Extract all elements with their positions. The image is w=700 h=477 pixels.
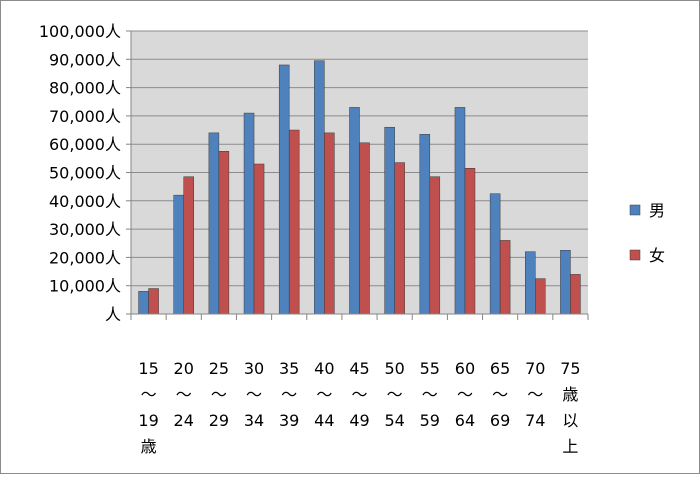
x-tick-label: 39 <box>279 411 299 430</box>
x-tick-label: 49 <box>349 411 369 430</box>
bar-female-1 <box>183 176 194 315</box>
x-tick-label: 25 <box>209 359 229 378</box>
x-tick-label: 〜 <box>422 385 438 404</box>
y-tick-label: 50,000人 <box>49 164 121 183</box>
x-tick-label: 〜 <box>527 385 543 404</box>
x-tick-label: 54 <box>384 411 404 430</box>
legend-swatch-male <box>629 204 641 216</box>
bar-male-10 <box>489 193 501 315</box>
bar-female-12 <box>570 274 581 315</box>
x-tick-label: 60 <box>455 359 475 378</box>
bar-female-9 <box>464 168 476 315</box>
bar-male-6 <box>349 107 360 315</box>
bar-female-3 <box>253 163 265 315</box>
y-tick-label: 100,000人 <box>39 22 121 41</box>
x-tick-label: 歳 <box>562 385 578 404</box>
bar-male-5 <box>314 60 325 315</box>
y-tick-label: 40,000人 <box>49 192 121 211</box>
x-tick-label: 45 <box>349 359 369 378</box>
bar-male-12 <box>560 250 571 315</box>
x-tick-labels: 15 〜 19 歳 20 〜 24 25 〜 29 30 〜 34 35 〜 39 40 〜 44 45 〜 49 50 〜 5… <box>138 359 580 456</box>
x-tick-label: 〜 <box>387 385 403 404</box>
x-tick-label: 15 <box>138 359 158 378</box>
bar-male-11 <box>525 251 536 315</box>
x-tick-label: 〜 <box>281 385 297 404</box>
bar-male-4 <box>278 64 290 315</box>
x-tick-label: 〜 <box>211 385 227 404</box>
x-tick-label: 74 <box>525 411 545 430</box>
x-tick-label: 〜 <box>176 385 192 404</box>
y-tick-label: 10,000人 <box>49 277 121 296</box>
x-tick-label: 64 <box>455 411 475 430</box>
x-tick-label: 〜 <box>246 385 262 404</box>
x-tick-label: 20 <box>174 359 194 378</box>
bar-female-10 <box>499 240 511 315</box>
x-tick-label: 69 <box>490 411 510 430</box>
x-tick-label: 35 <box>279 359 299 378</box>
axes <box>126 30 589 320</box>
bar-female-0 <box>148 288 159 315</box>
x-tick-label: 30 <box>244 359 264 378</box>
y-tick-label: 人 <box>105 305 121 324</box>
y-tick-label: 80,000人 <box>49 79 121 98</box>
y-tick-label: 60,000人 <box>49 135 121 154</box>
x-tick-label: 〜 <box>457 385 473 404</box>
legend-label-female: 女 <box>649 246 665 265</box>
x-tick-label: 55 <box>420 359 440 378</box>
bar-female-8 <box>429 176 441 315</box>
bar-male-1 <box>173 194 184 315</box>
bar-female-7 <box>394 162 405 315</box>
x-tick-label: 34 <box>244 411 264 430</box>
x-tick-label: 〜 <box>351 385 367 404</box>
x-tick-label: 50 <box>384 359 404 378</box>
y-tick-labels: 人 10,000人 20,000人 30,000人 40,000人 50,000人 60,0… <box>39 22 121 324</box>
legend: 男女 <box>629 201 665 265</box>
bar-male-7 <box>384 126 395 315</box>
legend-label-male: 男 <box>649 201 665 220</box>
x-tick-label: 19 <box>138 411 158 430</box>
bar-female-5 <box>324 132 335 315</box>
x-tick-label: 上 <box>562 437 578 456</box>
y-tick-label: 20,000人 <box>49 248 121 267</box>
bar-female-2 <box>218 151 230 315</box>
x-tick-label: 40 <box>314 359 334 378</box>
x-tick-label: 歳 <box>141 437 157 456</box>
x-tick-label: 以 <box>562 411 578 430</box>
x-tick-label: 〜 <box>492 385 508 404</box>
bar-male-3 <box>243 112 255 315</box>
bar-male-0 <box>138 291 149 315</box>
x-tick-label: 〜 <box>316 385 332 404</box>
bar-male-8 <box>419 134 431 315</box>
y-tick-label: 30,000人 <box>49 220 121 239</box>
x-tick-label: 44 <box>314 411 334 430</box>
y-tick-label: 70,000人 <box>49 107 121 126</box>
bar-male-9 <box>454 107 466 315</box>
y-tick-label: 90,000人 <box>49 50 121 69</box>
x-tick-label: 29 <box>209 411 229 430</box>
x-tick-label: 59 <box>420 411 440 430</box>
bar-female-6 <box>359 142 370 315</box>
bar-female-11 <box>535 278 546 315</box>
legend-swatch-female <box>629 249 641 261</box>
bar-male-2 <box>208 132 220 315</box>
x-tick-label: 75 <box>560 359 580 378</box>
x-tick-label: 65 <box>490 359 510 378</box>
x-tick-label: 〜 <box>141 385 157 404</box>
x-tick-label: 70 <box>525 359 545 378</box>
bar-female-4 <box>288 129 300 315</box>
x-tick-label: 24 <box>174 411 194 430</box>
